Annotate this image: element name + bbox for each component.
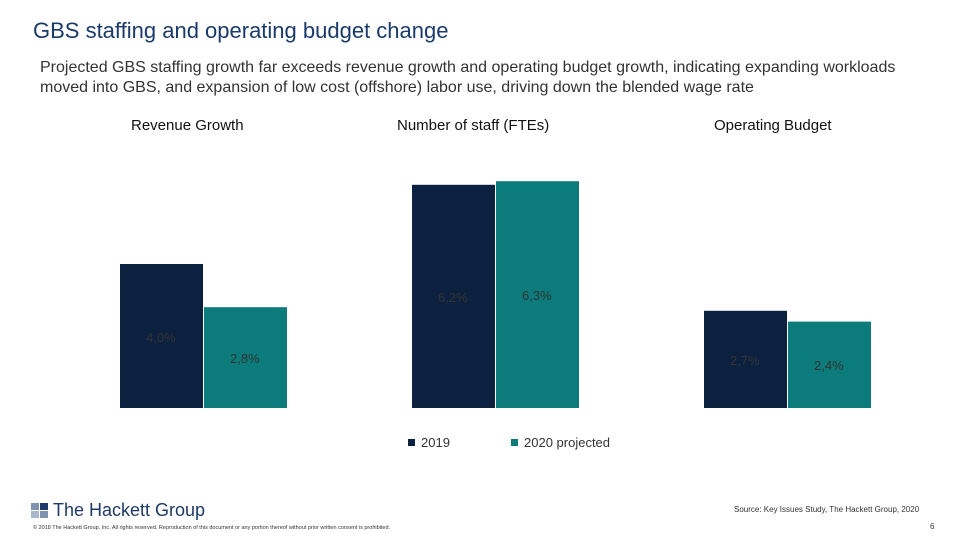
- legend-item-2019: 2019: [408, 435, 450, 450]
- logo-mark-icon: [31, 502, 48, 518]
- data-label: 6,3%: [522, 288, 552, 303]
- hackett-logo: The Hackett Group: [31, 500, 205, 521]
- logo-text: The Hackett Group: [53, 500, 206, 520]
- data-label: 4,0%: [146, 330, 176, 345]
- bar-2020-projected-2: [788, 321, 871, 408]
- group-heading-budget: Operating Budget: [714, 117, 832, 134]
- bar-2019-2: [704, 310, 787, 408]
- legend-item-2020: 2020 projected: [511, 435, 610, 450]
- bar-2019-1: [412, 184, 495, 408]
- data-label: 2,8%: [230, 351, 260, 366]
- data-label: 2,4%: [814, 358, 844, 373]
- group-heading-revenue: Revenue Growth: [131, 117, 244, 134]
- legend-swatch: [408, 439, 415, 446]
- legend-label: 2020 projected: [524, 435, 611, 450]
- group-heading-staff: Number of staff (FTEs): [397, 117, 550, 134]
- data-label: 6,2%: [438, 290, 468, 305]
- bar-2019-0: [120, 264, 203, 408]
- page-title: GBS staffing and operating budget change: [33, 18, 449, 43]
- bar-2020-projected-0: [204, 307, 287, 408]
- legend-swatch: [511, 439, 518, 446]
- copyright: © 2018 The Hackett Group, Inc. All right…: [33, 525, 391, 531]
- data-label: 2,7%: [730, 353, 760, 368]
- legend-label: 2019: [421, 435, 450, 450]
- bar-2020-projected-1: [496, 181, 579, 408]
- source-note: Source: Key Issues Study, The Hackett Gr…: [734, 505, 920, 514]
- page-number: 6: [930, 522, 935, 531]
- subtitle: Projected GBS staffing growth far exceed…: [40, 59, 896, 96]
